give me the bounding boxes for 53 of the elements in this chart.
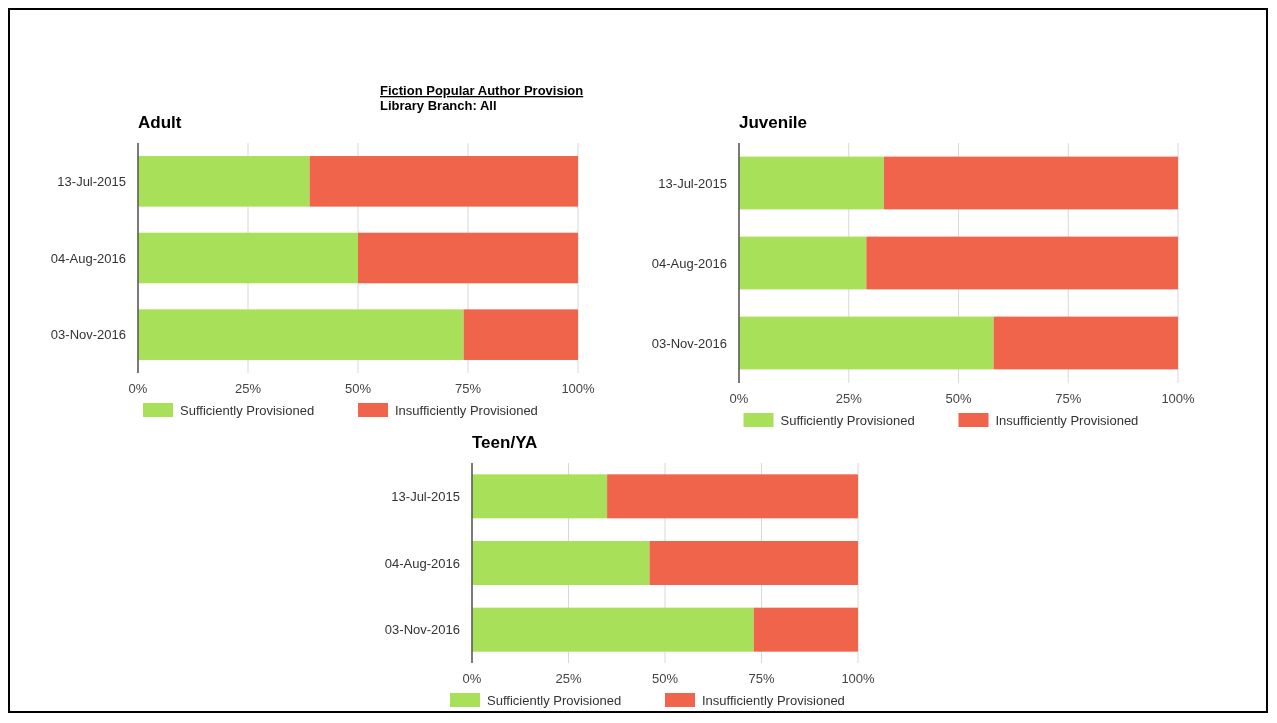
legend-label: Insufficiently Provisioned: [702, 693, 845, 708]
x-tick-label: 75%: [748, 671, 775, 686]
x-tick-label: 75%: [1055, 391, 1082, 406]
x-tick-label: 0%: [729, 391, 749, 406]
text: Fiction Popular Author Provision: [380, 83, 584, 98]
chart-title: Adult: [138, 113, 182, 132]
x-tick-label: 50%: [344, 381, 372, 396]
bar: [883, 156, 1178, 210]
legend-label: Insufficiently Provisioned: [395, 403, 538, 418]
x-tick-label: 50%: [651, 671, 679, 686]
bar: [138, 156, 310, 207]
chart-title: Juvenile: [739, 113, 808, 132]
bar: [138, 309, 464, 360]
x-tick-label: 25%: [555, 671, 582, 686]
bar: [463, 309, 578, 360]
y-tick-label: 13-Jul-2015: [57, 173, 126, 189]
bar: [358, 232, 578, 284]
y-tick-label: 13-Jul-2015: [391, 488, 460, 504]
chart-title: Teen/YA: [472, 433, 538, 452]
y-tick-label: 04-Aug-2016: [384, 555, 460, 571]
bar: [472, 541, 650, 585]
bar: [649, 541, 858, 585]
bar: [753, 607, 858, 652]
bar: [607, 474, 858, 519]
x-tick-label: 25%: [835, 391, 863, 406]
legend-label: Sufficiently Provisioned: [487, 693, 622, 708]
x-tick-label: 100%: [561, 381, 596, 396]
legend-label: Sufficiently Provisioned: [180, 403, 315, 418]
bar: [472, 607, 754, 652]
y-tick-label: 03-Nov-2016: [651, 335, 727, 351]
bar: [739, 236, 867, 290]
x-tick-label: 100%: [841, 671, 876, 686]
y-tick-label: 04-Aug-2016: [50, 250, 126, 266]
bar: [866, 236, 1178, 290]
legend-label: Insufficiently Provisioned: [995, 413, 1139, 428]
x-tick-label: 0%: [128, 381, 148, 396]
y-tick-label: 03-Nov-2016: [50, 327, 126, 343]
bar: [739, 316, 994, 370]
x-tick-label: 100%: [1161, 391, 1196, 406]
y-tick-label: 04-Aug-2016: [651, 255, 727, 271]
text: Library Branch: All: [380, 98, 497, 113]
y-tick-label: 03-Nov-2016: [384, 622, 460, 638]
x-tick-label: 75%: [454, 381, 482, 396]
y-tick-label: 13-Jul-2015: [658, 175, 727, 191]
x-tick-label: 0%: [462, 671, 482, 686]
bar: [138, 232, 358, 284]
bar: [309, 156, 578, 207]
bar: [993, 316, 1178, 370]
x-tick-label: 50%: [945, 391, 972, 406]
x-tick-label: 25%: [234, 381, 262, 396]
bar: [739, 156, 884, 210]
legend-label: Sufficiently Provisioned: [780, 413, 915, 428]
bar: [472, 474, 608, 519]
